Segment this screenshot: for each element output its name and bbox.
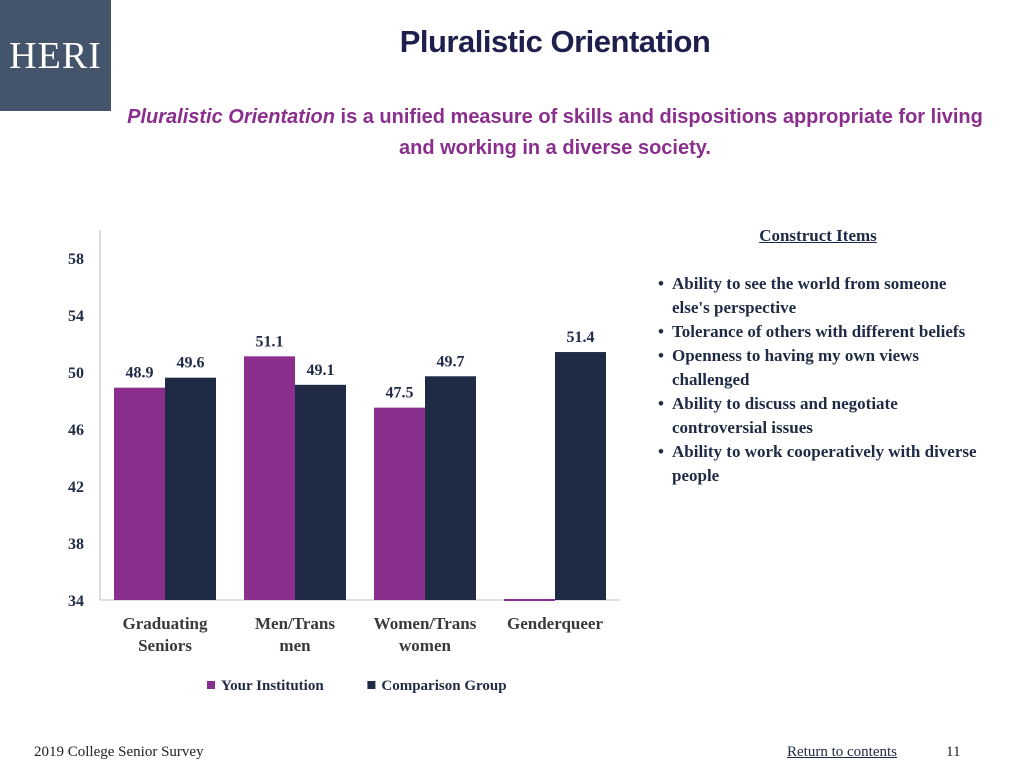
subtitle-text: is a unified measure of skills and dispo… (334, 106, 983, 159)
data-label: 49.1 (307, 362, 335, 379)
bullet-icon: • (658, 346, 664, 365)
data-label: 51.1 (256, 333, 284, 350)
x-tick-label: men (279, 636, 311, 655)
construct-item: • Openness to having my own views challen… (648, 344, 988, 392)
legend-swatch (367, 681, 376, 689)
bullet-icon: • (658, 442, 664, 461)
data-label: 49.7 (437, 353, 465, 370)
y-tick-label: 50 (68, 365, 84, 382)
heri-logo: HERI (0, 0, 111, 111)
bullet-icon: • (658, 274, 664, 293)
bar (114, 387, 165, 600)
subtitle-emphasis: Pluralistic Orientation (127, 106, 335, 128)
construct-item-text: Ability to work cooperatively with diver… (672, 442, 977, 485)
construct-heading: Construct Items (759, 226, 877, 245)
data-label: 47.5 (386, 385, 414, 402)
x-tick-label: Men/Trans (255, 614, 335, 633)
y-tick-label: 58 (68, 251, 84, 268)
return-to-contents-link[interactable]: Return to contents (787, 744, 897, 760)
legend-label: Your Institution (221, 678, 324, 694)
page-number: 11 (946, 744, 961, 760)
data-label: 49.6 (177, 355, 205, 372)
survey-name: 2019 College Senior Survey (34, 744, 204, 760)
construct-item: • Ability to see the world from someone e… (648, 272, 988, 320)
x-tick-label: Seniors (138, 636, 192, 655)
construct-items-panel: Construct Items • Ability to see the worl… (648, 226, 988, 488)
bar (244, 356, 295, 600)
data-label: 51.4 (567, 329, 595, 346)
bar (555, 352, 606, 600)
logo-text: HERI (9, 34, 102, 77)
bullet-icon: • (658, 394, 664, 413)
construct-item-text: Ability to discuss and negotiate controv… (672, 394, 898, 437)
x-tick-label: Genderqueer (507, 614, 603, 633)
construct-item: • Ability to work cooperatively with dive… (648, 440, 988, 488)
bullet-icon: • (658, 322, 664, 341)
bar-chart: 34 38 42 46 50 54 58 48.9 49.6 Graduating Seniors 5… (68, 230, 620, 694)
y-tick-label: 42 (68, 479, 84, 496)
x-tick-label: Graduating (122, 614, 208, 633)
y-tick-label: 46 (68, 422, 84, 439)
construct-item-text: Ability to see the world from someone el… (672, 274, 947, 317)
x-tick-label: Women/Trans (374, 614, 477, 633)
y-tick-label: 34 (68, 593, 84, 610)
legend-swatch (207, 681, 215, 689)
data-label: 48.9 (126, 365, 154, 382)
page-subtitle: Pluralistic Orientation is a unified mea… (110, 102, 1000, 164)
legend-label: Comparison Group (381, 678, 506, 694)
construct-list: • Ability to see the world from someone e… (648, 272, 988, 488)
y-tick-label: 54 (68, 308, 84, 325)
construct-item-text: Tolerance of others with different belie… (672, 322, 966, 341)
construct-item: • Ability to discuss and negotiate contro… (648, 392, 988, 440)
bar (165, 377, 216, 600)
bar (295, 384, 346, 600)
bar (425, 376, 476, 600)
y-tick-label: 38 (68, 536, 84, 553)
x-tick-label: women (399, 636, 451, 655)
bar (374, 407, 425, 600)
page-title: Pluralistic Orientation (399, 24, 711, 59)
construct-item-text: Openness to having my own views challeng… (672, 346, 920, 389)
construct-item: • Tolerance of others with different beli… (648, 320, 988, 344)
